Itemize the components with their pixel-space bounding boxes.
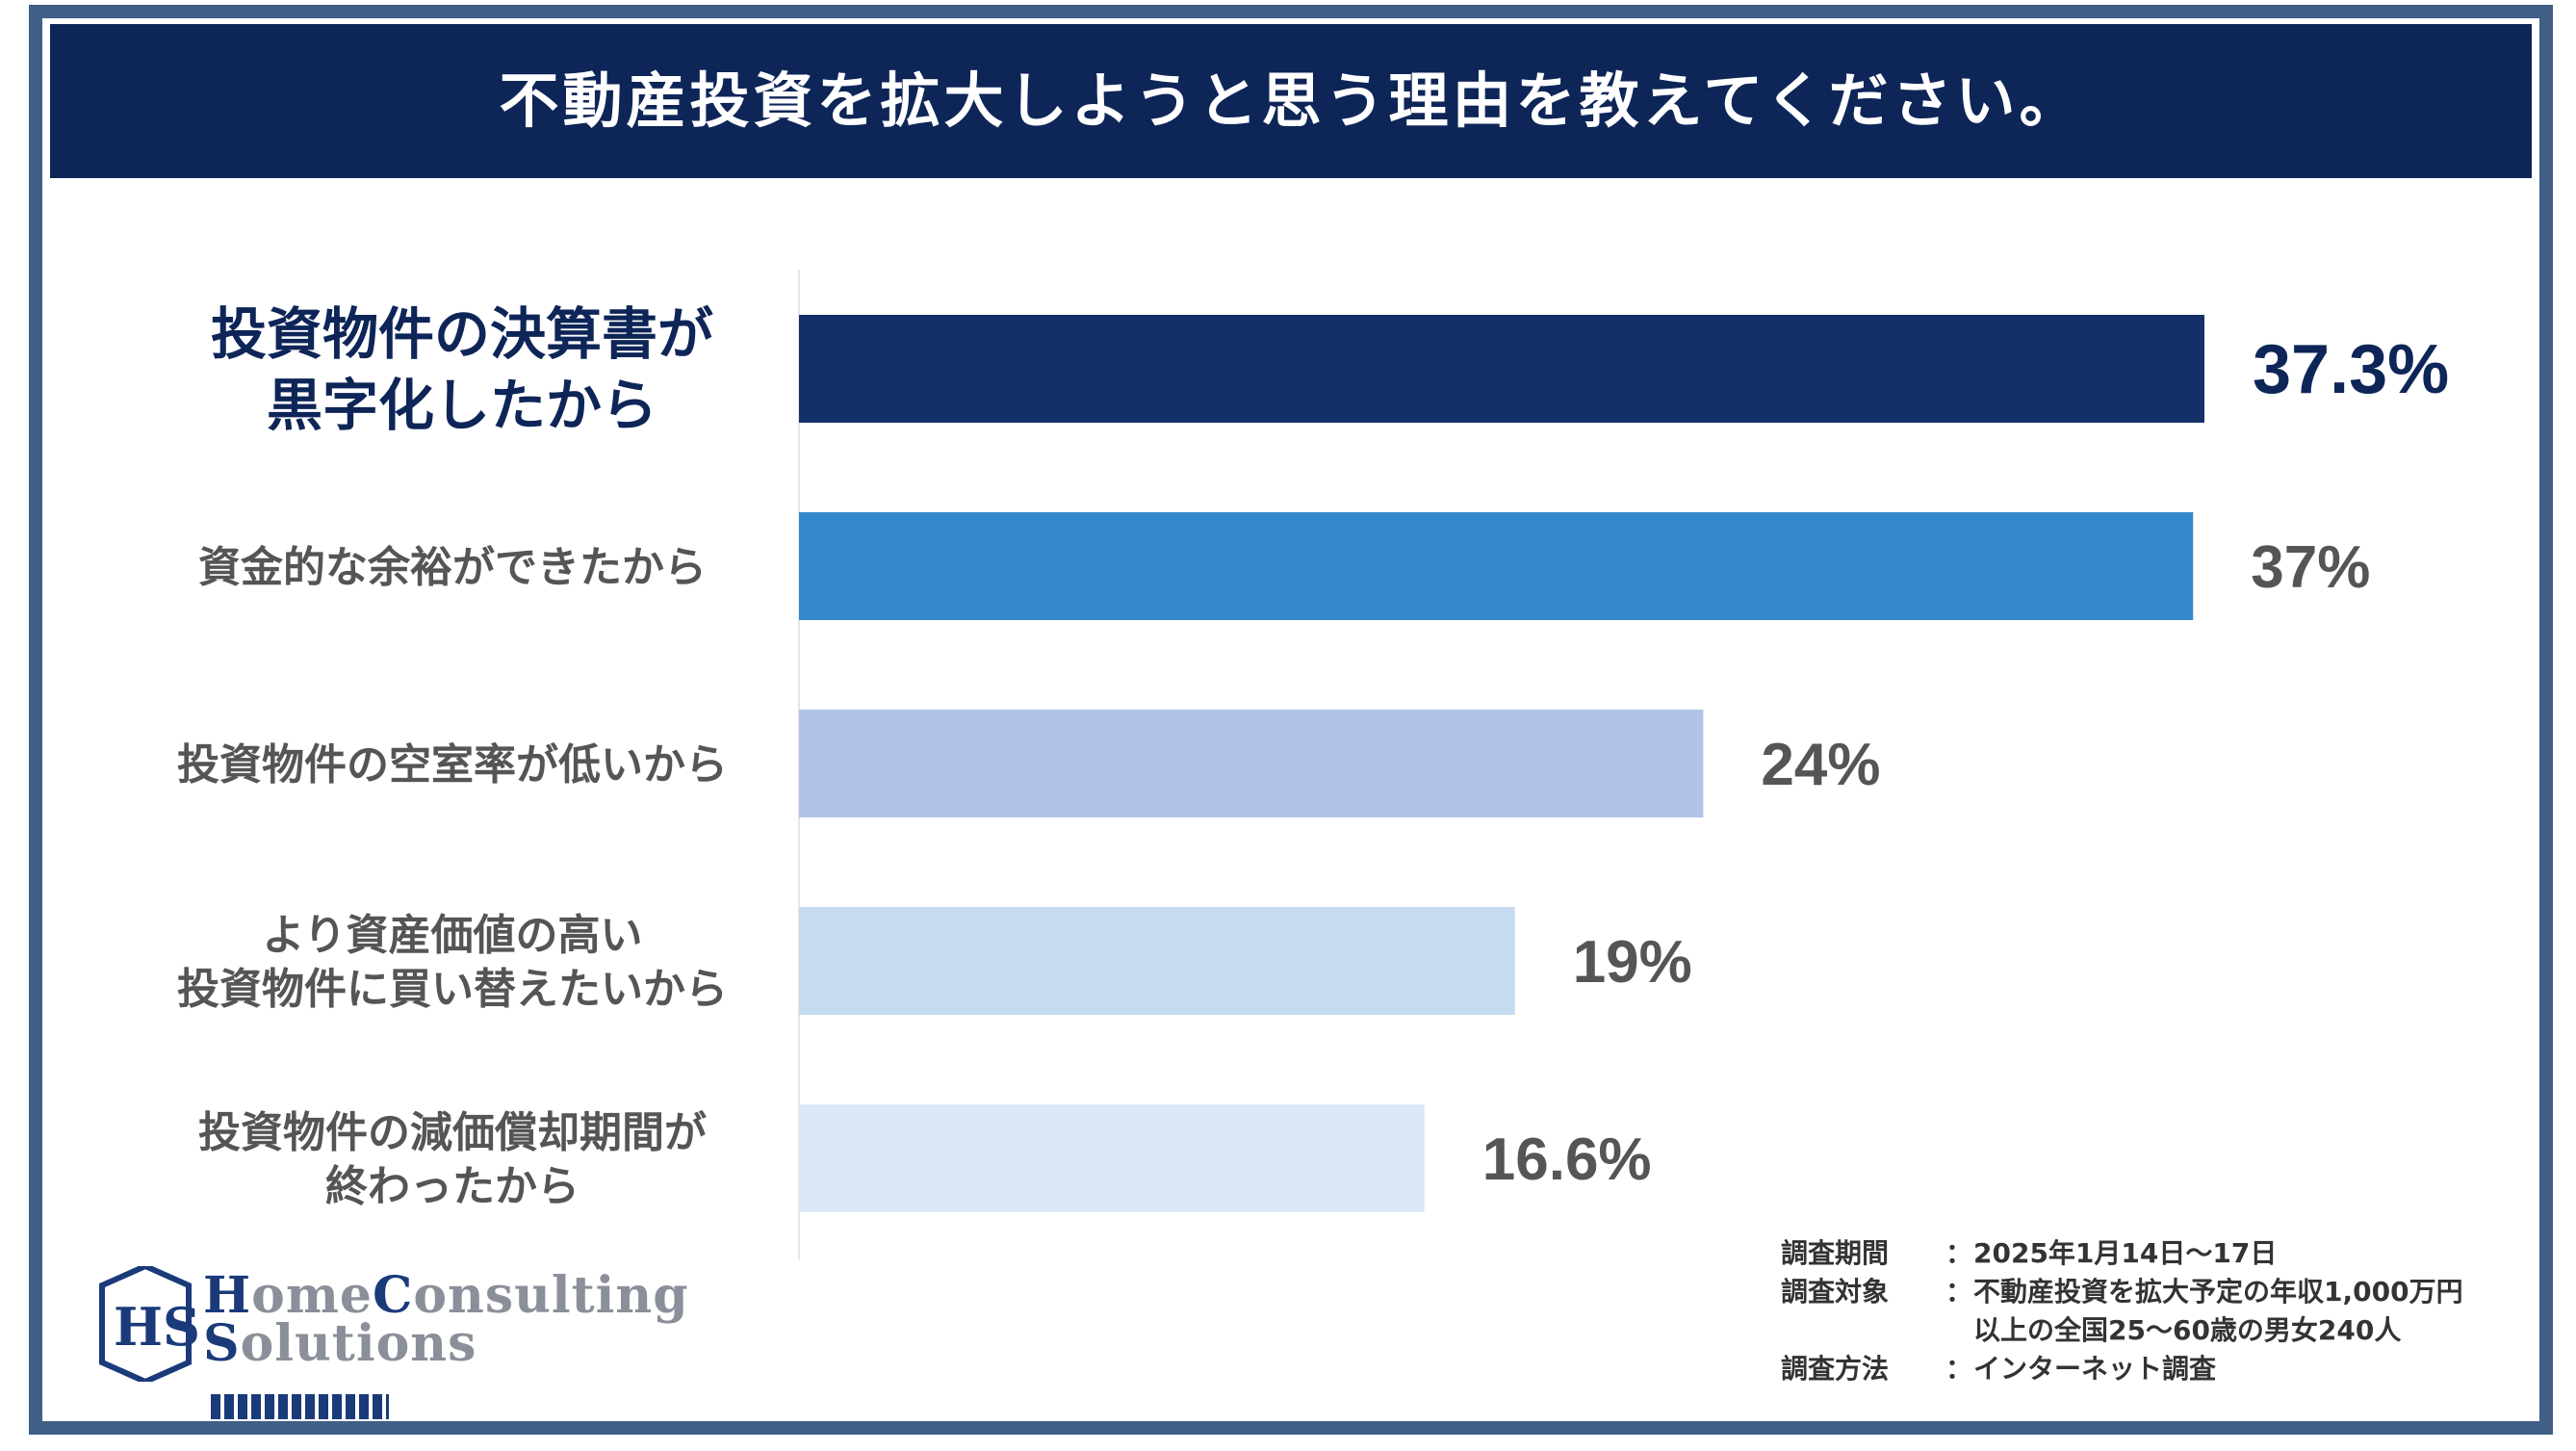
- value-label-1: 37.3%: [2253, 331, 2449, 408]
- logo-word-solutions: Solutions: [203, 1314, 651, 1432]
- survey-row-2: 調査対象 ：不動産投資を拡大予定の年収1,000万円: [1781, 1273, 2463, 1311]
- bar-4: [799, 907, 1515, 1015]
- survey-value: 不動産投資を拡大予定の年収1,000万円: [1973, 1276, 2463, 1308]
- value-label-5: 16.6%: [1482, 1127, 1652, 1193]
- bar-3: [799, 710, 1704, 817]
- survey-key: 調査方法: [1781, 1353, 1890, 1385]
- survey-value: インターネット調査: [1973, 1353, 2217, 1385]
- value-label-4: 19%: [1573, 929, 1692, 996]
- survey-info: 調査期間： 2025年1月14日～17日 調査対象：不動産投資を拡大予定の年収1,0…: [1781, 1234, 2463, 1388]
- survey-colon: ：: [1945, 1237, 1972, 1269]
- category-label-4-line-2: 投資物件に買い替えたいから: [177, 965, 728, 1014]
- survey-key: 調査対象: [1781, 1276, 1890, 1308]
- bar-2: [799, 512, 2194, 620]
- survey-value: 以上の全国25～60歳の男女240人: [1973, 1314, 2402, 1346]
- bar-1: [799, 315, 2204, 423]
- chart-title: 不動産投資を拡大しようと思う理由を教えてください。: [499, 65, 2083, 136]
- survey-row-1: 調査期間 ： 2025年1月14日～17日: [1781, 1234, 2463, 1273]
- category-label-1-line-2: 黒字化したから: [267, 373, 657, 438]
- category-label-1-line-1: 投資物件の決算書が: [211, 301, 713, 367]
- outer-border: [29, 5, 2553, 1435]
- survey-key: 調査期間: [1781, 1237, 1890, 1269]
- survey-value: 2025年1月14日～17日: [1973, 1237, 2278, 1269]
- value-label-2: 37%: [2251, 534, 2370, 601]
- survey-key: [1781, 1311, 1945, 1350]
- category-label-3-line-1: 投資物件の空室率が低いから: [177, 740, 728, 790]
- logo-mark-icon: HS: [99, 1266, 198, 1382]
- category-label-5-line-1: 投資物件の減価償却期間が: [198, 1108, 707, 1157]
- category-label-2-line-1: 資金的な余裕ができたから: [198, 543, 707, 592]
- title-bar: 不動産投資を拡大しようと思う理由を教えてください。: [50, 24, 2532, 178]
- svg-text:HS: HS: [114, 1296, 198, 1358]
- category-label-5-line-2: 終わったから: [325, 1162, 580, 1211]
- logo-word-home: HomeConsulting: [203, 1266, 689, 1325]
- company-logo: HS HomeConsulting Solutions: [92, 1266, 688, 1419]
- bar-5: [799, 1104, 1425, 1212]
- survey-row-3: 以上の全国25～60歳の男女240人: [1781, 1311, 2463, 1350]
- survey-colon: ：: [1945, 1353, 1972, 1385]
- survey-colon: ：: [1945, 1276, 1972, 1308]
- value-label-3: 24%: [1761, 732, 1880, 798]
- survey-row-4: 調査方法 ：インターネット調査: [1781, 1350, 2463, 1388]
- category-label-4-line-1: より資産価値の高い: [262, 911, 642, 960]
- survey-colon: [1945, 1311, 1973, 1350]
